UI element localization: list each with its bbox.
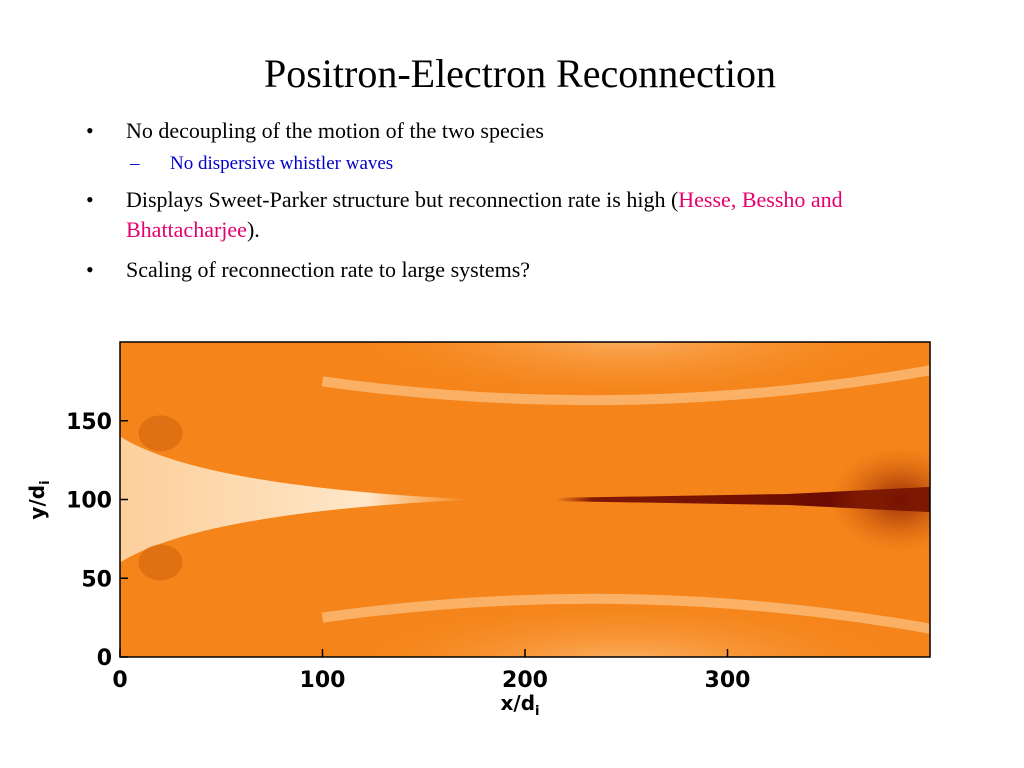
- dark-outflow-plume: [829, 447, 930, 552]
- y-tick-label: 100: [66, 489, 112, 514]
- lower-left-dark-blob: [138, 544, 183, 581]
- x-axis-label-subscript: i: [535, 704, 539, 719]
- y-tick-label: 150: [66, 410, 112, 435]
- lower-separatrix-streak: [321, 593, 930, 634]
- bullet-text: Displays Sweet-Parker structure but reco…: [126, 187, 679, 212]
- x-tick-label: 300: [705, 668, 751, 693]
- bullet-text-end: ).: [246, 217, 260, 242]
- bullet-text: No decoupling of the motion of the two s…: [126, 118, 544, 143]
- y-tick-label: 0: [97, 646, 112, 671]
- bullet-marker: •: [86, 118, 94, 143]
- y-axis-label: y/di: [25, 480, 53, 519]
- reconnection-plot: 0 100 200 300 0 50 100 150 x/di y/di: [0, 330, 1024, 730]
- x-tick-label: 200: [502, 668, 548, 693]
- bullet-item: • No decoupling of the motion of the two…: [86, 116, 936, 146]
- bullet-list: • No decoupling of the motion of the two…: [86, 116, 936, 295]
- heatmap-svg: 0 100 200 300 0 50 100 150 x/di y/di: [25, 341, 931, 719]
- upper-left-dark-blob: [138, 415, 183, 452]
- bullet-item: • Scaling of reconnection rate to large …: [86, 255, 936, 285]
- sub-bullet-marker: –: [130, 153, 140, 174]
- y-tick-label: 50: [81, 567, 112, 592]
- x-tick-label: 0: [112, 668, 127, 693]
- upper-separatrix-streak: [321, 365, 930, 406]
- sub-bullet-text: No dispersive whistler waves: [170, 153, 394, 174]
- bullet-text: Scaling of reconnection rate to large sy…: [126, 257, 531, 282]
- citation: Hesse, Bessho and Bhattacharjee: [126, 187, 843, 242]
- bullet-marker: •: [86, 187, 94, 212]
- sub-bullet-item: – No dispersive whistler waves: [86, 151, 936, 177]
- y-axis-label-subscript: i: [38, 480, 53, 484]
- slide-title: Positron-Electron Reconnection: [263, 51, 777, 96]
- bullet-item: • Displays Sweet-Parker structure but re…: [86, 185, 936, 245]
- x-tick-label: 100: [300, 668, 346, 693]
- bright-current-sheet: [120, 436, 475, 563]
- x-axis-label: x/di: [501, 691, 540, 719]
- bullet-marker: •: [86, 257, 94, 282]
